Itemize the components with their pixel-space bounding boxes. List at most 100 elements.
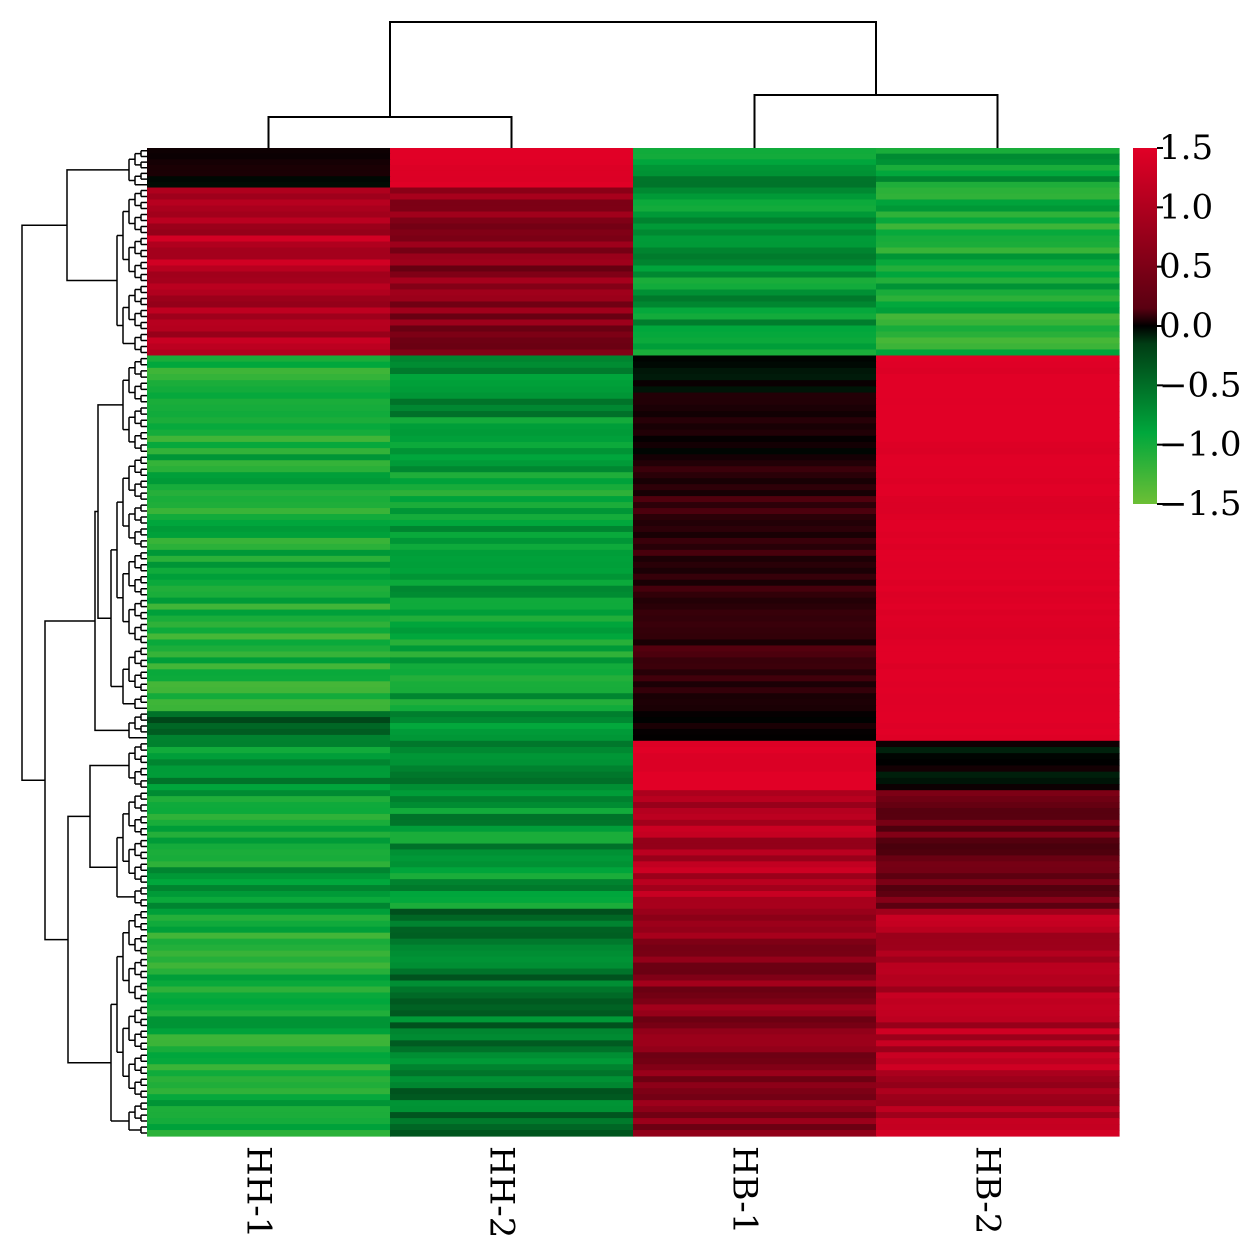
heatmap-cell xyxy=(876,938,1120,946)
heatmap-cell xyxy=(390,914,634,922)
heatmap-cell xyxy=(876,380,1120,387)
heatmap-cell xyxy=(633,211,877,219)
heatmap-cell xyxy=(147,645,391,653)
heatmap-cell xyxy=(390,253,634,261)
heatmap-cell xyxy=(633,585,877,593)
heatmap-cell xyxy=(147,705,391,712)
heatmap-cell xyxy=(633,784,877,791)
heatmap-cell xyxy=(390,986,634,994)
heatmap-cell xyxy=(390,211,634,219)
dendrogram-branch xyxy=(140,261,147,270)
dendrogram-branch xyxy=(134,1081,141,1095)
heatmap-cell xyxy=(390,367,634,375)
dendrogram-branch xyxy=(140,970,147,979)
heatmap-cell xyxy=(390,938,634,946)
heatmap-cell xyxy=(633,920,877,928)
heatmap-cell xyxy=(390,441,634,449)
heatmap-cell xyxy=(390,325,634,333)
heatmap-cell xyxy=(390,908,634,916)
heatmap-cell xyxy=(633,621,877,629)
dendrogram-branch xyxy=(128,967,135,994)
heatmap-cell xyxy=(633,187,877,195)
heatmap-cell xyxy=(633,968,877,976)
dendrogram-branch xyxy=(140,213,147,222)
heatmap-cell xyxy=(876,164,1120,172)
dendrogram-branch xyxy=(140,297,147,306)
heatmap-cell xyxy=(390,1028,634,1035)
heatmap-cell xyxy=(633,153,877,160)
dendrogram-branch xyxy=(140,1006,147,1015)
heatmap-cell xyxy=(147,337,391,345)
heatmap-cell xyxy=(147,723,391,730)
heatmap-cell xyxy=(633,301,877,309)
heatmap-cell xyxy=(147,417,391,425)
heatmap-cell xyxy=(633,454,877,461)
heatmap-cell xyxy=(633,199,877,207)
heatmap-cell xyxy=(147,579,391,587)
heatmap-cell xyxy=(390,890,634,898)
heatmap-cell xyxy=(147,313,391,321)
heatmap-cell xyxy=(876,253,1120,261)
heatmap-cell xyxy=(390,681,634,688)
dendrogram-branch xyxy=(140,695,147,703)
heatmap-cells xyxy=(147,148,1120,1137)
heatmap-cell xyxy=(147,711,391,718)
heatmap-cell xyxy=(633,519,877,527)
heatmap-cell xyxy=(633,176,877,183)
heatmap-cell xyxy=(390,423,634,431)
dendrogram-branch xyxy=(140,683,147,692)
heatmap-cell xyxy=(390,164,634,172)
heatmap-cell xyxy=(390,765,634,773)
heatmap-cell xyxy=(147,331,391,339)
heatmap-cell xyxy=(390,223,634,231)
heatmap-cell xyxy=(633,796,877,803)
heatmap-cell xyxy=(390,1106,634,1113)
heatmap-cell xyxy=(147,621,391,629)
dendrogram-branch xyxy=(134,507,141,521)
dendrogram-branch xyxy=(389,21,877,117)
heatmap-cell xyxy=(147,746,391,754)
heatmap-cell xyxy=(390,651,634,658)
heatmap-cell xyxy=(147,561,391,569)
heatmap-cell xyxy=(390,1094,634,1101)
heatmap-cell xyxy=(876,404,1120,412)
heatmap-cell xyxy=(147,932,391,940)
heatmap-cell xyxy=(633,367,877,375)
dendrogram-branch xyxy=(140,659,147,668)
heatmap-cell xyxy=(633,639,877,647)
heatmap-cell xyxy=(876,392,1120,400)
heatmap-cell xyxy=(633,392,877,400)
heatmap-cell xyxy=(876,885,1120,892)
dendrogram-branch xyxy=(134,360,141,375)
heatmap-cell xyxy=(390,502,634,509)
heatmap-cell xyxy=(633,170,877,177)
heatmap-cell xyxy=(147,1052,391,1059)
heatmap-cell xyxy=(876,472,1120,479)
heatmap-cell xyxy=(876,633,1120,641)
dendrogram-branch xyxy=(140,407,147,415)
heatmap-cell xyxy=(390,974,634,982)
dendrogram-branch xyxy=(21,224,67,782)
heatmap-cell xyxy=(633,657,877,664)
heatmap-cell xyxy=(390,1052,634,1059)
heatmap-cell xyxy=(147,525,391,533)
heatmap-cell xyxy=(147,980,391,988)
heatmap-cell xyxy=(147,687,391,694)
dendrogram-branch xyxy=(134,674,141,689)
heatmap-cell xyxy=(147,867,391,874)
heatmap-cell xyxy=(876,699,1120,706)
heatmap-cell xyxy=(633,603,877,611)
heatmap-cell xyxy=(147,914,391,922)
heatmap-cell xyxy=(876,956,1120,964)
heatmap-cell xyxy=(633,496,877,503)
dendrogram-branch xyxy=(134,216,141,231)
heatmap-cell xyxy=(633,319,877,327)
heatmap-cell xyxy=(147,1076,391,1083)
heatmap-cell xyxy=(390,790,634,797)
dendrogram-branch xyxy=(122,931,129,982)
heatmap-cell xyxy=(390,896,634,904)
heatmap-cell xyxy=(147,908,391,916)
dendrogram-branch xyxy=(134,795,141,809)
heatmap-cell xyxy=(147,1124,391,1131)
heatmap-cell xyxy=(390,687,634,694)
